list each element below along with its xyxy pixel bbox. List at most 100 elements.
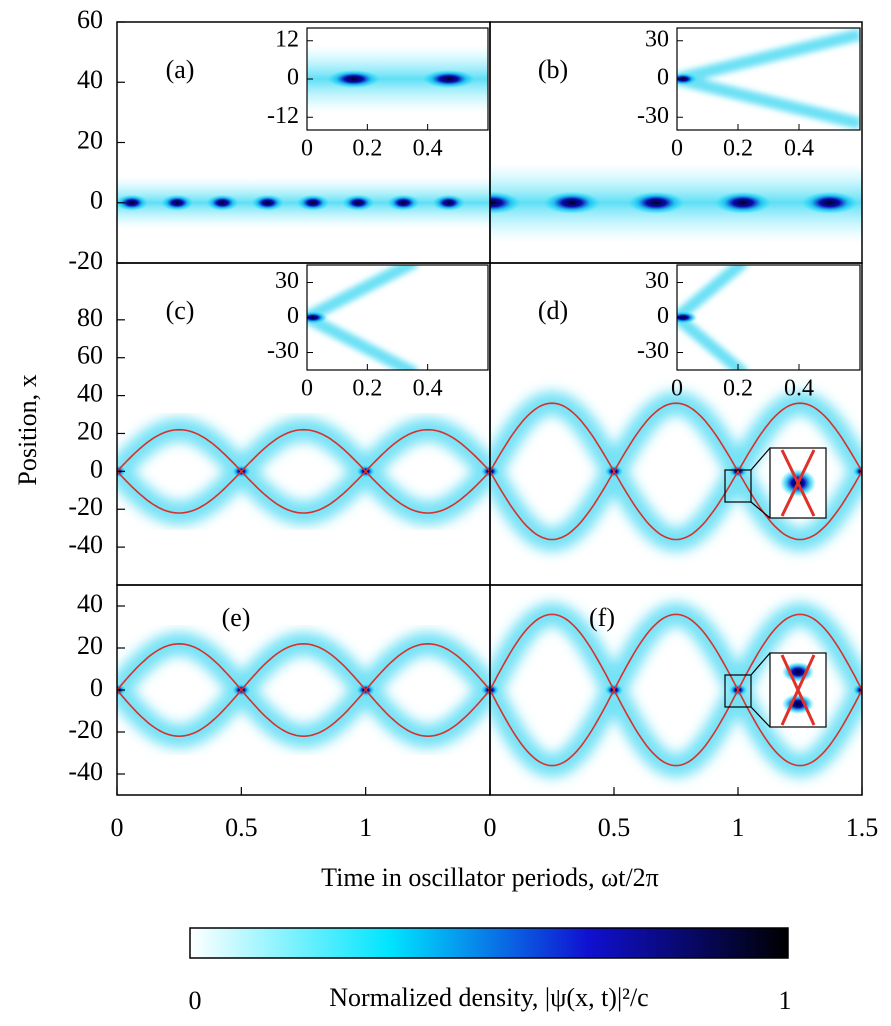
y-tick-label: -20 <box>68 715 103 744</box>
density-peak <box>327 70 380 88</box>
colorbar: Normalized density, |ψ(x, t)|²/c 0 1 <box>189 927 792 1015</box>
inset-y-tick-label: 0 <box>287 303 299 329</box>
density-peak <box>387 194 420 211</box>
x-tick-label: 0 <box>484 813 497 842</box>
trajectory <box>117 642 490 738</box>
y-tick-label: 80 <box>77 303 103 332</box>
panel-label: (b) <box>538 55 568 84</box>
density-peak <box>251 194 284 211</box>
panel-frame <box>116 584 491 796</box>
inset-y-tick-label: 0 <box>657 303 669 329</box>
density-peak <box>801 191 858 214</box>
y-tick-label: 40 <box>77 379 103 408</box>
inset-y-tick-label: -30 <box>637 103 669 129</box>
panel-frame <box>489 584 863 796</box>
trajectory <box>490 402 862 541</box>
inset-bg <box>307 265 488 370</box>
density-map <box>490 391 862 552</box>
inset-y-tick-label: -30 <box>637 338 669 364</box>
y-axis-label: Position, x <box>13 374 42 485</box>
y-tick-label: -40 <box>68 530 103 559</box>
x-tick-label: 1.5 <box>846 813 879 842</box>
zoom-f <box>724 652 827 728</box>
density-map <box>117 176 490 229</box>
colorbar-ramp <box>189 927 789 959</box>
y-tick-label: 40 <box>77 589 103 618</box>
inset-x-tick-label: 0 <box>671 376 683 402</box>
panel: 0 0.5 1 1.5 (f) <box>484 584 879 842</box>
density-halo <box>117 631 490 749</box>
density-peak <box>206 194 239 211</box>
trajectory <box>490 613 862 767</box>
y-tick-label: 0 <box>90 454 103 483</box>
inset-x-tick-label: 0.4 <box>784 376 814 402</box>
y-tick-label: 40 <box>77 65 103 94</box>
inset-x-tick-label: 0.2 <box>723 136 753 162</box>
zoom-d <box>724 447 827 519</box>
y-tick-label: 20 <box>77 416 103 445</box>
density-map <box>117 631 490 749</box>
density-map <box>490 602 862 778</box>
inset-y-tick-label: 0 <box>657 65 669 91</box>
density-peak <box>161 194 194 211</box>
y-tick-label: 20 <box>77 631 103 660</box>
inset-density <box>677 28 860 130</box>
density-peak <box>714 191 771 214</box>
density-peak <box>677 311 698 324</box>
y-tick-label: -20 <box>68 492 103 521</box>
panel-label: (c) <box>166 296 195 325</box>
density-halo <box>677 265 748 370</box>
x-tick-label: 0.5 <box>598 813 631 842</box>
x-tick-label: 1 <box>732 813 745 842</box>
inset-y-tick-label: 30 <box>275 268 299 294</box>
inset-x-tick-label: 0.2 <box>352 136 382 162</box>
density-halo <box>677 28 860 130</box>
inset-x-tick-label: 0.4 <box>413 376 443 402</box>
panel-label: (f) <box>589 603 615 632</box>
y-tick-label: -20 <box>68 246 103 275</box>
inset-x-tick-label: 0.2 <box>352 376 382 402</box>
inset-density <box>677 265 748 370</box>
x-tick-label: 0 <box>111 813 124 842</box>
density-peak <box>543 191 600 214</box>
density-map <box>490 162 862 243</box>
inset-density <box>307 265 419 370</box>
inset-x-tick-label: 0.2 <box>723 376 753 402</box>
y-tick-label: 0 <box>90 673 103 702</box>
trajectory <box>117 428 490 514</box>
panel-label: (e) <box>222 603 251 632</box>
density-peak <box>342 194 375 211</box>
density-peak <box>117 194 148 211</box>
x-axis-label: Time in oscillator periods, ωt/2π <box>321 863 659 892</box>
colorbar-tick-label: 0 <box>189 986 202 1015</box>
inset-x-tick-label: 0 <box>301 376 313 402</box>
inset-y-tick-label: -12 <box>267 103 299 129</box>
density-halo <box>307 265 419 370</box>
density-peak <box>432 194 465 211</box>
x-tick-label: 1 <box>359 813 372 842</box>
y-tick-label: 0 <box>90 186 103 215</box>
density-peak <box>296 194 329 211</box>
inset-y-tick-label: 12 <box>275 26 299 52</box>
density-halo <box>117 417 490 526</box>
inset-x-tick-label: 0.4 <box>784 136 814 162</box>
density-map <box>117 417 490 526</box>
inset-x-tick-label: 0.4 <box>413 136 443 162</box>
y-tick-label: 20 <box>77 125 103 154</box>
density-peak <box>628 191 685 214</box>
density-peak <box>422 70 475 88</box>
panel-label: (d) <box>538 296 568 325</box>
density-peak <box>307 311 328 324</box>
inset-density <box>307 45 488 113</box>
colorbar-label: Normalized density, |ψ(x, t)|²/c <box>329 983 648 1012</box>
inset-y-tick-label: -30 <box>267 338 299 364</box>
inset-y-tick-label: 30 <box>645 26 669 52</box>
